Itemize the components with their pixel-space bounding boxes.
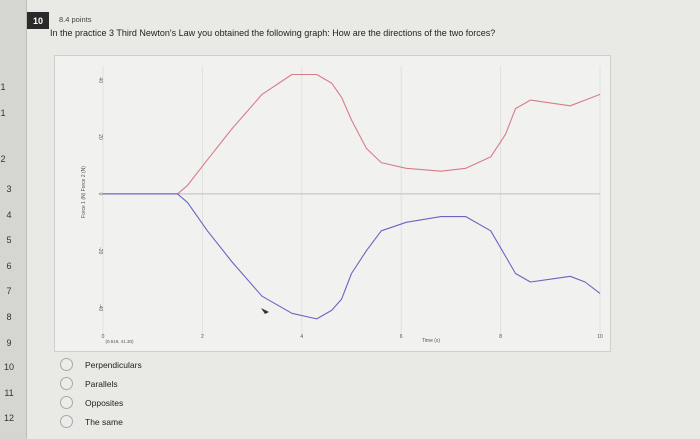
y-axis-label: Force 1 (N) Force 2 (N)	[81, 166, 87, 218]
option-label: Perpendiculars	[85, 359, 142, 370]
option-opposites[interactable]: Opposites	[60, 393, 142, 412]
option-label: The same	[85, 416, 123, 427]
force-1-line	[103, 73, 601, 195]
x-tick-label: 0	[102, 334, 105, 340]
force-2-line	[103, 193, 601, 320]
question-text: In the practice 3 Third Newton's Law you…	[50, 28, 496, 38]
radio-button[interactable]	[60, 377, 73, 390]
y-tick-label: 40	[97, 77, 103, 83]
option-the-same[interactable]: The same	[60, 412, 142, 431]
force-graph: 40 20 0 -20 -40 0 2 4 6 8 10 Force 1 (N) Force 2 (N…	[54, 55, 611, 352]
y-tick-label: 0	[97, 193, 103, 196]
option-perpendiculars[interactable]: Perpendiculars	[60, 355, 142, 374]
answer-options: Perpendiculars Parallels Opposites The s…	[60, 355, 142, 431]
question-nav-item[interactable]: 8	[6, 312, 12, 322]
option-parallels[interactable]: Parallels	[60, 374, 142, 393]
radio-button[interactable]	[60, 415, 73, 428]
question-nav-item[interactable]: 1	[0, 82, 6, 92]
coordinate-readout: (0.519, 41.30)	[105, 339, 134, 344]
y-tick-label: -20	[97, 247, 103, 254]
question-panel: 10 8.4 points In the practice 3 Third Ne…	[27, 0, 700, 439]
x-tick-label: 8	[499, 334, 502, 340]
x-tick-label: 10	[597, 334, 603, 340]
question-nav-item[interactable]: 3	[6, 184, 12, 194]
question-nav-item[interactable]: 6	[6, 261, 12, 271]
option-label: Opposites	[85, 397, 124, 408]
question-nav-item[interactable]: 11	[4, 388, 14, 398]
question-nav-item[interactable]: 5	[6, 235, 12, 245]
question-nav-item[interactable]: 7	[6, 286, 12, 296]
y-tick-label: 20	[97, 134, 103, 140]
question-nav-item[interactable]: 1	[0, 108, 6, 118]
question-points: 8.4 points	[59, 15, 92, 24]
y-tick-label: -40	[97, 304, 103, 311]
question-number-badge: 10	[27, 12, 49, 29]
question-nav-item[interactable]: 10	[3, 362, 14, 372]
x-tick-label: 4	[300, 334, 303, 340]
x-tick-label: 2	[201, 334, 204, 340]
x-axis-label: Time (s)	[422, 338, 440, 344]
force-chart: 40 20 0 -20 -40 0 2 4 6 8 10 Force 1 (N) Force 2 (N…	[81, 66, 603, 344]
question-nav-item[interactable]: 12	[3, 413, 14, 423]
x-tick-label: 6	[400, 334, 403, 340]
cursor-icon	[261, 308, 269, 314]
question-nav-item[interactable]: 2	[0, 154, 6, 164]
question-nav-item[interactable]: 9	[6, 338, 12, 348]
option-label: Parallels	[85, 378, 118, 389]
radio-button[interactable]	[60, 396, 73, 409]
question-nav-item[interactable]: 4	[6, 210, 12, 220]
radio-button[interactable]	[60, 358, 73, 371]
question-navigation: 1 1 2 3 4 5 6 7 8 9 10 11 12	[0, 0, 27, 439]
